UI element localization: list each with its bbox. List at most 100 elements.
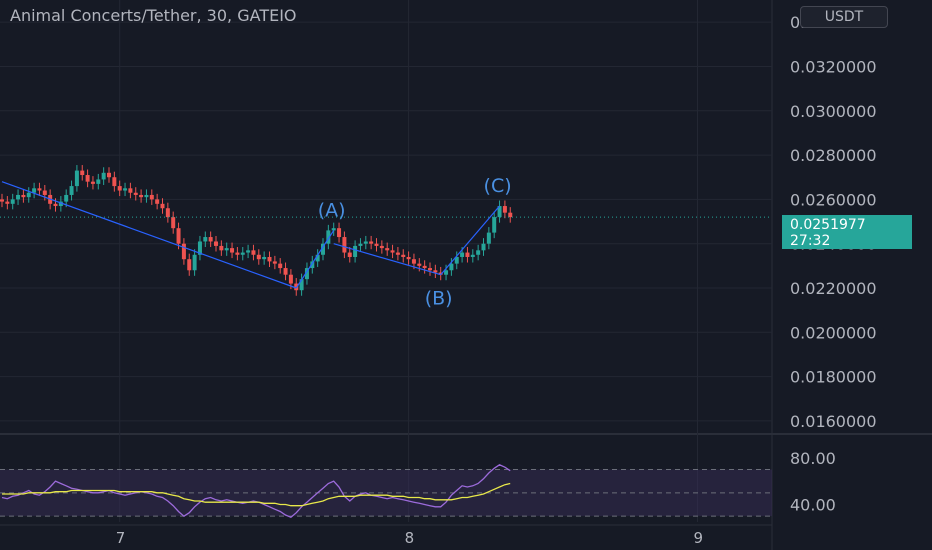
candle-body <box>272 261 277 264</box>
candle-body <box>187 259 192 271</box>
currency-button[interactable]: USDT <box>800 6 888 28</box>
candle-body <box>219 245 224 251</box>
candle-body <box>433 270 438 273</box>
candle-body <box>406 256 411 260</box>
candle-body <box>240 252 245 255</box>
candle-body <box>192 254 197 271</box>
candle-body <box>358 243 363 246</box>
candle-body <box>401 254 406 257</box>
price-tick-label: 0.0160000 <box>790 412 877 431</box>
candle-body <box>304 268 309 280</box>
candle-body <box>374 243 379 246</box>
candle-body <box>294 283 299 291</box>
candle-body <box>353 245 358 257</box>
candle-body <box>133 192 138 195</box>
rsi-tick-label: 80.00 <box>790 449 836 468</box>
candle-body <box>395 252 400 255</box>
candle-body <box>422 265 427 269</box>
candle-body <box>224 248 229 251</box>
candle-body <box>42 190 47 195</box>
candle-body <box>310 261 315 269</box>
candle-body <box>326 230 331 244</box>
candle-body <box>26 192 31 198</box>
candle-body <box>117 186 122 191</box>
candle-body <box>139 194 144 198</box>
candle-body <box>203 237 208 242</box>
candle-body <box>267 256 272 262</box>
price-tick-label: 0.0320000 <box>790 57 877 76</box>
candle-body <box>315 254 320 262</box>
trendline <box>1 181 297 289</box>
candle-body <box>235 252 240 255</box>
candle-body <box>32 188 37 193</box>
trendline <box>440 205 501 276</box>
time-tick-label: 8 <box>405 529 415 547</box>
last-price-tag: 0.0251977 27:32 <box>782 215 912 249</box>
candle-body <box>0 199 4 202</box>
candle-body <box>37 188 42 191</box>
candle-body <box>369 241 374 244</box>
candle-body <box>486 232 491 244</box>
candle-body <box>107 172 111 178</box>
trendline <box>333 243 441 276</box>
candle-body <box>112 177 117 187</box>
candle-body <box>16 194 21 200</box>
wave-label: (B) <box>425 288 453 310</box>
candle-body <box>299 279 304 291</box>
candle-body <box>278 263 283 269</box>
candle-body <box>363 241 368 244</box>
candle-body <box>149 194 154 200</box>
candle-body <box>58 201 63 207</box>
candle-body <box>470 254 475 257</box>
price-tick-label: 0.0180000 <box>790 368 877 387</box>
candle-body <box>69 186 74 195</box>
candle-body <box>262 256 267 260</box>
price-tick-label: 0.0220000 <box>790 279 877 298</box>
candle-body <box>417 263 422 266</box>
candle-body <box>385 248 390 251</box>
trendline <box>295 230 335 289</box>
candle-body <box>508 212 513 218</box>
rsi-tick-label: 40.00 <box>790 496 836 515</box>
candle-body <box>460 252 465 257</box>
candle-body <box>96 179 101 184</box>
candle-body <box>411 259 416 264</box>
candle-body <box>160 203 165 209</box>
candle-body <box>454 256 459 264</box>
candle-body <box>165 208 170 218</box>
time-tick-label: 9 <box>694 529 704 547</box>
candle-body <box>128 188 133 193</box>
rsi-ma-line <box>2 482 511 507</box>
price-tick-label: 0.0300000 <box>790 102 877 121</box>
candle-body <box>476 250 481 255</box>
candle-body <box>208 237 213 242</box>
candle-body <box>379 245 384 249</box>
candle-body <box>444 270 449 275</box>
time-tick-label: 7 <box>116 529 126 547</box>
candle-body <box>171 217 176 229</box>
candle-body <box>144 194 149 198</box>
candle-body <box>337 228 342 238</box>
symbol-title: Animal Concerts/Tether, 30, GATEIO <box>10 6 297 25</box>
candle-body <box>492 217 497 233</box>
candle-body <box>74 170 79 187</box>
candle-body <box>283 268 288 275</box>
candle-body <box>10 199 15 204</box>
price-tick-label: 0.0280000 <box>790 146 877 165</box>
candle-body <box>256 254 261 260</box>
candle-body <box>53 203 58 207</box>
candle-body <box>176 228 181 244</box>
candle-body <box>214 241 218 246</box>
candle-body <box>502 206 507 213</box>
wave-label: (C) <box>484 175 512 197</box>
candle-body <box>347 252 352 257</box>
candle-body <box>438 272 443 275</box>
candle-body <box>390 250 395 253</box>
candle-body <box>197 241 202 255</box>
candle-body <box>321 243 325 255</box>
candle-body <box>331 228 336 231</box>
candle-body <box>181 243 186 260</box>
candle-body <box>251 250 256 255</box>
